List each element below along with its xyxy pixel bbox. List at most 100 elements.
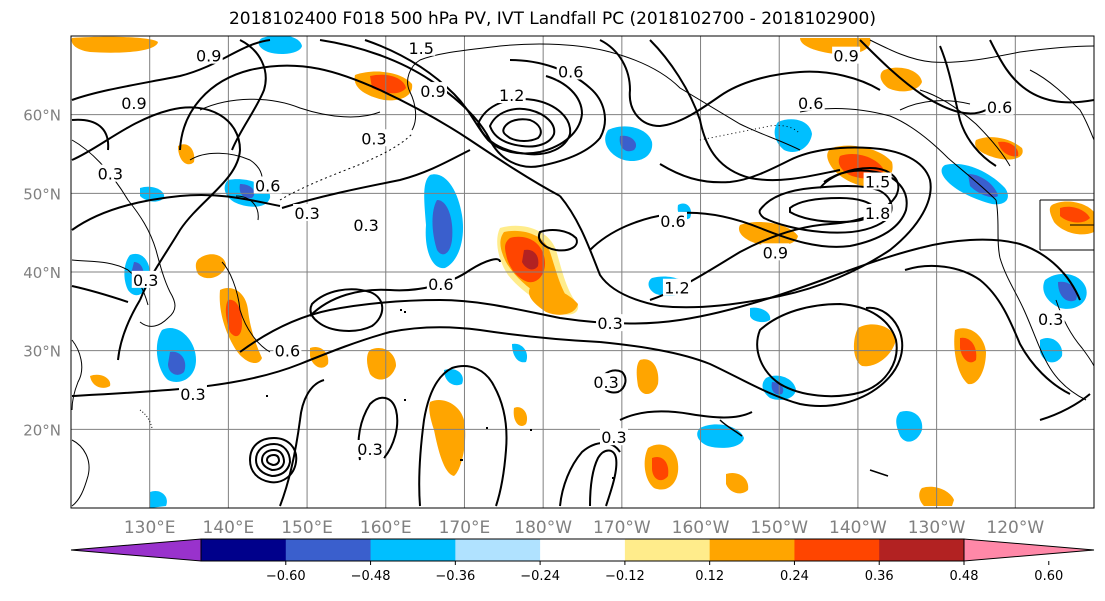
shading-patch (239, 184, 255, 199)
lon-label: 170°W (593, 518, 651, 538)
pv-contour (418, 365, 495, 507)
coastline (235, 195, 259, 221)
contour-label-bg (863, 172, 892, 190)
colorbar-swatch (540, 539, 626, 561)
pv-contour (599, 306, 904, 407)
colorbar-tick-label: 0.24 (780, 569, 809, 584)
contour-label-text: 0.3 (294, 204, 319, 223)
contour-label-bg (359, 129, 388, 147)
pv-contour (231, 39, 267, 151)
contour-label-text: 0.6 (558, 62, 583, 81)
pv-contour (279, 379, 325, 507)
lon-label: 150°E (281, 518, 333, 538)
pv-contour (248, 436, 298, 484)
coastline (869, 469, 889, 477)
contour-label: 0.3 (592, 373, 621, 392)
lat-label: 30°N (23, 343, 61, 361)
contour-label-text: 0.3 (601, 428, 626, 447)
pv-contour (71, 106, 242, 301)
shading-patch (522, 249, 539, 270)
contour-label-text: 1.5 (865, 173, 890, 192)
contour-label: 0.6 (985, 97, 1014, 117)
colorbar-swatch (879, 539, 965, 561)
shading-patch (429, 400, 466, 476)
shading-patch (697, 424, 744, 448)
pv-contour (71, 118, 110, 151)
coastline (279, 133, 413, 201)
contour-label-bg (985, 97, 1014, 115)
coastline (869, 39, 1094, 63)
contour-label: 0.9 (194, 46, 223, 66)
contour-label-bg (1036, 310, 1065, 328)
contour-label-text: 1.8 (865, 204, 890, 223)
coastline (609, 51, 801, 151)
colorbar-frame (200, 538, 965, 562)
shading-patch (444, 368, 463, 386)
pv-contour (1039, 393, 1091, 421)
contour-label-text: 1.2 (499, 86, 524, 105)
shading-patch (178, 144, 195, 165)
shading-patch (432, 200, 453, 255)
contour-label: 0.6 (426, 274, 455, 294)
pv-contour (319, 39, 606, 168)
longitude-labels: 130°E 140°E 150°E 160°E 170°E 180°W 170°W 160°W… (124, 518, 1045, 538)
coastline (995, 199, 1087, 401)
lon-label: 180°W (514, 518, 572, 538)
contour-label-text: 0.3 (133, 271, 158, 290)
pv-contour (598, 369, 627, 394)
pv-contour (538, 229, 578, 252)
coastlines (71, 39, 1094, 507)
contour-label: 0.6 (658, 211, 687, 231)
pv-contour (309, 258, 501, 317)
contour-label-bg (596, 314, 625, 332)
lat-label: 40°N (23, 264, 61, 282)
pv-contour (559, 146, 932, 309)
colorbar-extend-low (70, 538, 202, 562)
contour-label-bg (497, 86, 526, 103)
pv-contour (989, 39, 1094, 104)
contour-label: 1.8 (863, 204, 892, 223)
pv-contour (502, 118, 542, 142)
pv-contour (309, 288, 384, 332)
pv-contour (756, 302, 898, 398)
contour-label-text: 0.9 (420, 82, 445, 101)
contour-label: 0.3 (131, 270, 160, 290)
contour-label: 0.3 (356, 440, 385, 459)
colorbar-tick-label: −0.60 (266, 569, 306, 584)
contour-label-text: 0.9 (833, 47, 858, 66)
contour-label: 0.9 (761, 243, 790, 262)
pv-contour (599, 39, 881, 128)
colorbar-swatch (370, 539, 456, 561)
contour-label: 0.3 (1036, 310, 1065, 329)
shading-patch (512, 343, 528, 363)
contour-label-layer: 0.9 1.5 0.6 0.9 1.2 0.9 0.3 0.9 0.6 0.6 0.3 0.6 0.3 0… (96, 38, 1065, 459)
contour-label-text: 0.6 (798, 94, 823, 113)
contour-label: 0.3 (96, 164, 125, 184)
shading-patch (528, 286, 578, 315)
colorbar-swatch (709, 539, 795, 561)
contour-label: 0.3 (352, 215, 381, 235)
pv-contour (71, 39, 271, 101)
contour-label: 0.9 (832, 46, 861, 66)
lat-label: 50°N (23, 185, 61, 203)
contour-label-bg (863, 204, 892, 221)
shading-patch (168, 351, 186, 375)
map-frame (70, 35, 1095, 509)
shading-patch (1060, 206, 1090, 223)
contour-label: 0.3 (599, 428, 628, 447)
pv-contour (493, 385, 508, 507)
plot-title: 2018102400 F018 500 hPa PV, IVT Landfall… (228, 9, 876, 29)
contour-label-text: 1.2 (664, 279, 689, 298)
contour-label-text: 0.3 (98, 165, 123, 184)
contour-label-text: 0.6 (275, 342, 300, 361)
contour-label-bg (418, 82, 447, 100)
shading-patch (367, 347, 396, 380)
shading-patch (225, 299, 242, 337)
contour-label: 1.2 (662, 278, 691, 298)
pv-contour (71, 285, 129, 303)
contour-label-text: 0.3 (1038, 310, 1063, 329)
pv-contour (589, 449, 618, 507)
pv-contour (71, 193, 281, 231)
shading-patch (90, 374, 111, 388)
